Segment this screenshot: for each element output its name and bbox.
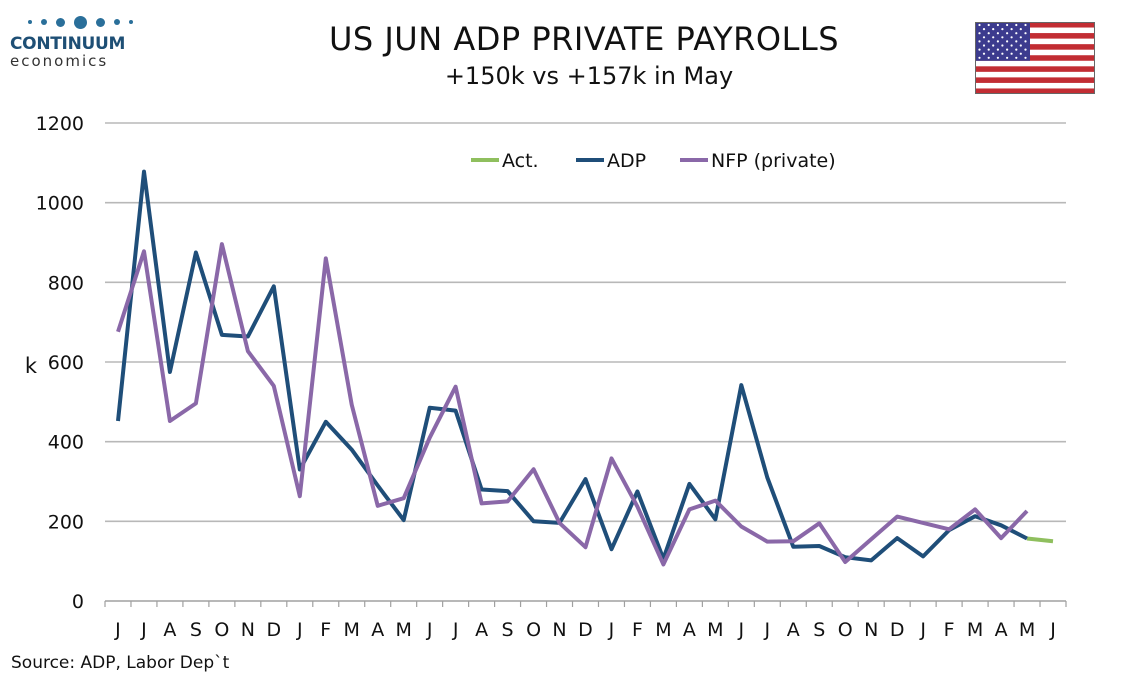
chart-subtitle: +150k vs +157k in May	[444, 62, 734, 90]
x-tick-label: J	[426, 619, 433, 641]
x-tick-label: M	[967, 619, 983, 641]
x-tick-label: J	[738, 619, 745, 641]
x-tick-label: M	[1019, 619, 1035, 641]
y-axis-label: k	[25, 354, 38, 378]
logo-sub-text: economics	[10, 52, 109, 70]
legend-label: NFP (private)	[711, 150, 836, 172]
x-tick-label: J	[919, 619, 926, 641]
y-tick-label: 1000	[36, 193, 84, 215]
x-tick-label: A	[683, 619, 696, 641]
x-tick-label: J	[1049, 619, 1056, 641]
axes	[104, 600, 1067, 607]
x-tick-label: O	[214, 619, 229, 641]
legend-item: NFP (private)	[680, 150, 836, 172]
continuum-logo: CONTINUUM economics	[10, 12, 140, 76]
y-tick-label: 0	[72, 591, 84, 613]
y-tick-label: 600	[48, 352, 84, 374]
x-tick-label: N	[552, 619, 566, 641]
logo-dots-icon	[28, 12, 140, 32]
x-tick-label: O	[526, 619, 541, 641]
x-tick-label: A	[371, 619, 384, 641]
y-tick-label: 200	[48, 511, 84, 533]
x-tick-label: M	[655, 619, 671, 641]
x-tick-label: A	[163, 619, 176, 641]
y-tick-label: 800	[48, 272, 84, 294]
x-tick-label: A	[787, 619, 800, 641]
x-tick-label: F	[320, 619, 331, 641]
x-tick-label: D	[267, 619, 282, 641]
series-line-nfp-private	[116, 242, 1029, 567]
logo-brand-text: CONTINUUM	[10, 34, 126, 54]
x-tick-label: D	[890, 619, 905, 641]
grid-lines	[105, 122, 1066, 523]
legend-label: ADP	[607, 150, 646, 172]
x-tick-label: M	[707, 619, 723, 641]
x-tick-label: S	[502, 619, 514, 641]
x-tick-label: F	[944, 619, 955, 641]
x-tick-label: S	[813, 619, 825, 641]
x-tick-label: J	[764, 619, 771, 641]
series-lines	[116, 169, 1054, 567]
x-tick-label: N	[241, 619, 255, 641]
legend: Act. ADP NFP (private)	[471, 150, 836, 172]
x-tick-label: J	[114, 619, 121, 641]
x-tick-label: N	[864, 619, 878, 641]
x-tick-label: J	[140, 619, 147, 641]
x-tick-label: S	[190, 619, 202, 641]
legend-label: Act.	[502, 150, 539, 172]
x-tick-label: D	[578, 619, 593, 641]
x-tick-label: J	[608, 619, 615, 641]
series-line-act	[1026, 536, 1054, 544]
x-tick-label: O	[838, 619, 853, 641]
y-axis-ticks: 0 200 400 600 800 1000 1200	[36, 113, 84, 613]
x-tick-label: J	[296, 619, 303, 641]
series-line-adp	[116, 169, 1028, 563]
legend-item: Act.	[471, 150, 539, 172]
us-flag-icon	[975, 22, 1095, 94]
x-tick-label: M	[344, 619, 360, 641]
source-note: Source: ADP, Labor Dep`t	[11, 653, 230, 673]
chart-title: US JUN ADP PRIVATE PAYROLLS	[328, 20, 840, 58]
x-tick-label: M	[395, 619, 411, 641]
x-tick-label: A	[475, 619, 488, 641]
y-tick-label: 400	[48, 432, 84, 454]
x-tick-label: A	[995, 619, 1008, 641]
x-tick-label: F	[632, 619, 643, 641]
y-tick-label: 1200	[36, 113, 84, 135]
x-tick-label: J	[452, 619, 459, 641]
legend-item: ADP	[576, 150, 646, 172]
